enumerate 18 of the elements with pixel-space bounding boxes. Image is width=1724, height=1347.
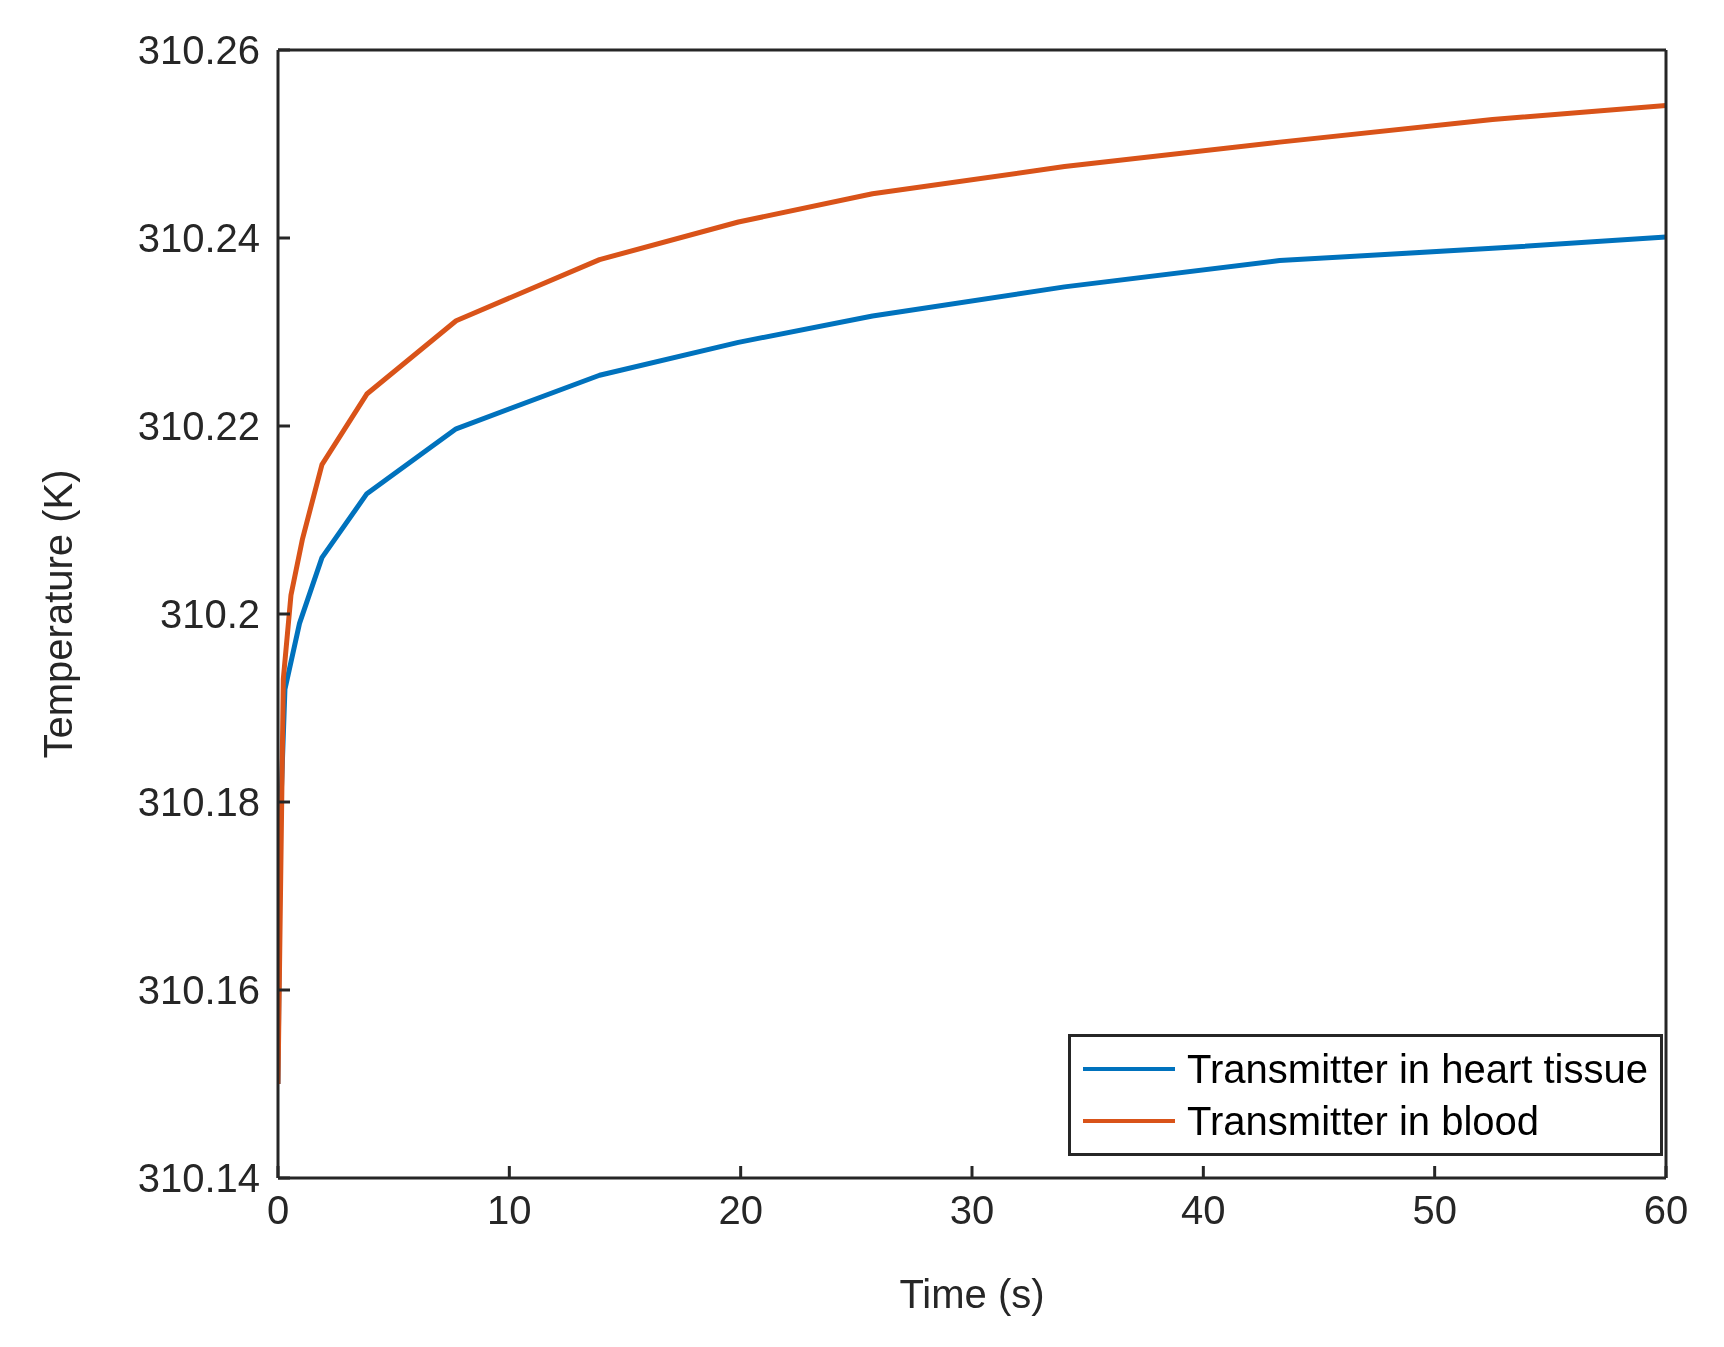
x-tick-label: 60: [1643, 1188, 1689, 1233]
legend-label: Transmitter in blood: [1187, 1098, 1540, 1145]
legend-label: Transmitter in heart tissue: [1187, 1046, 1648, 1093]
y-tick-label: 310.18: [137, 780, 260, 825]
y-tick-label: 310.24: [137, 216, 260, 261]
x-tick-label: 30: [949, 1188, 995, 1233]
y-tick-label: 310.26: [137, 28, 260, 73]
x-tick-label: 10: [487, 1188, 532, 1233]
x-axis-title: Time (s): [899, 1272, 1045, 1316]
x-tick-label: 20: [718, 1188, 763, 1233]
y-tick-label: 310.22: [137, 404, 260, 449]
y-tick-label: 310.16: [137, 968, 260, 1013]
y-axis-title: Temperature (K): [36, 469, 81, 759]
y-tick-label: 310.2: [159, 592, 260, 637]
x-tick-label: 50: [1412, 1188, 1457, 1233]
y-tick-label: 310.14: [137, 1156, 260, 1201]
x-tick-label: 0: [266, 1188, 290, 1233]
x-tick-label: 40: [1181, 1188, 1226, 1233]
